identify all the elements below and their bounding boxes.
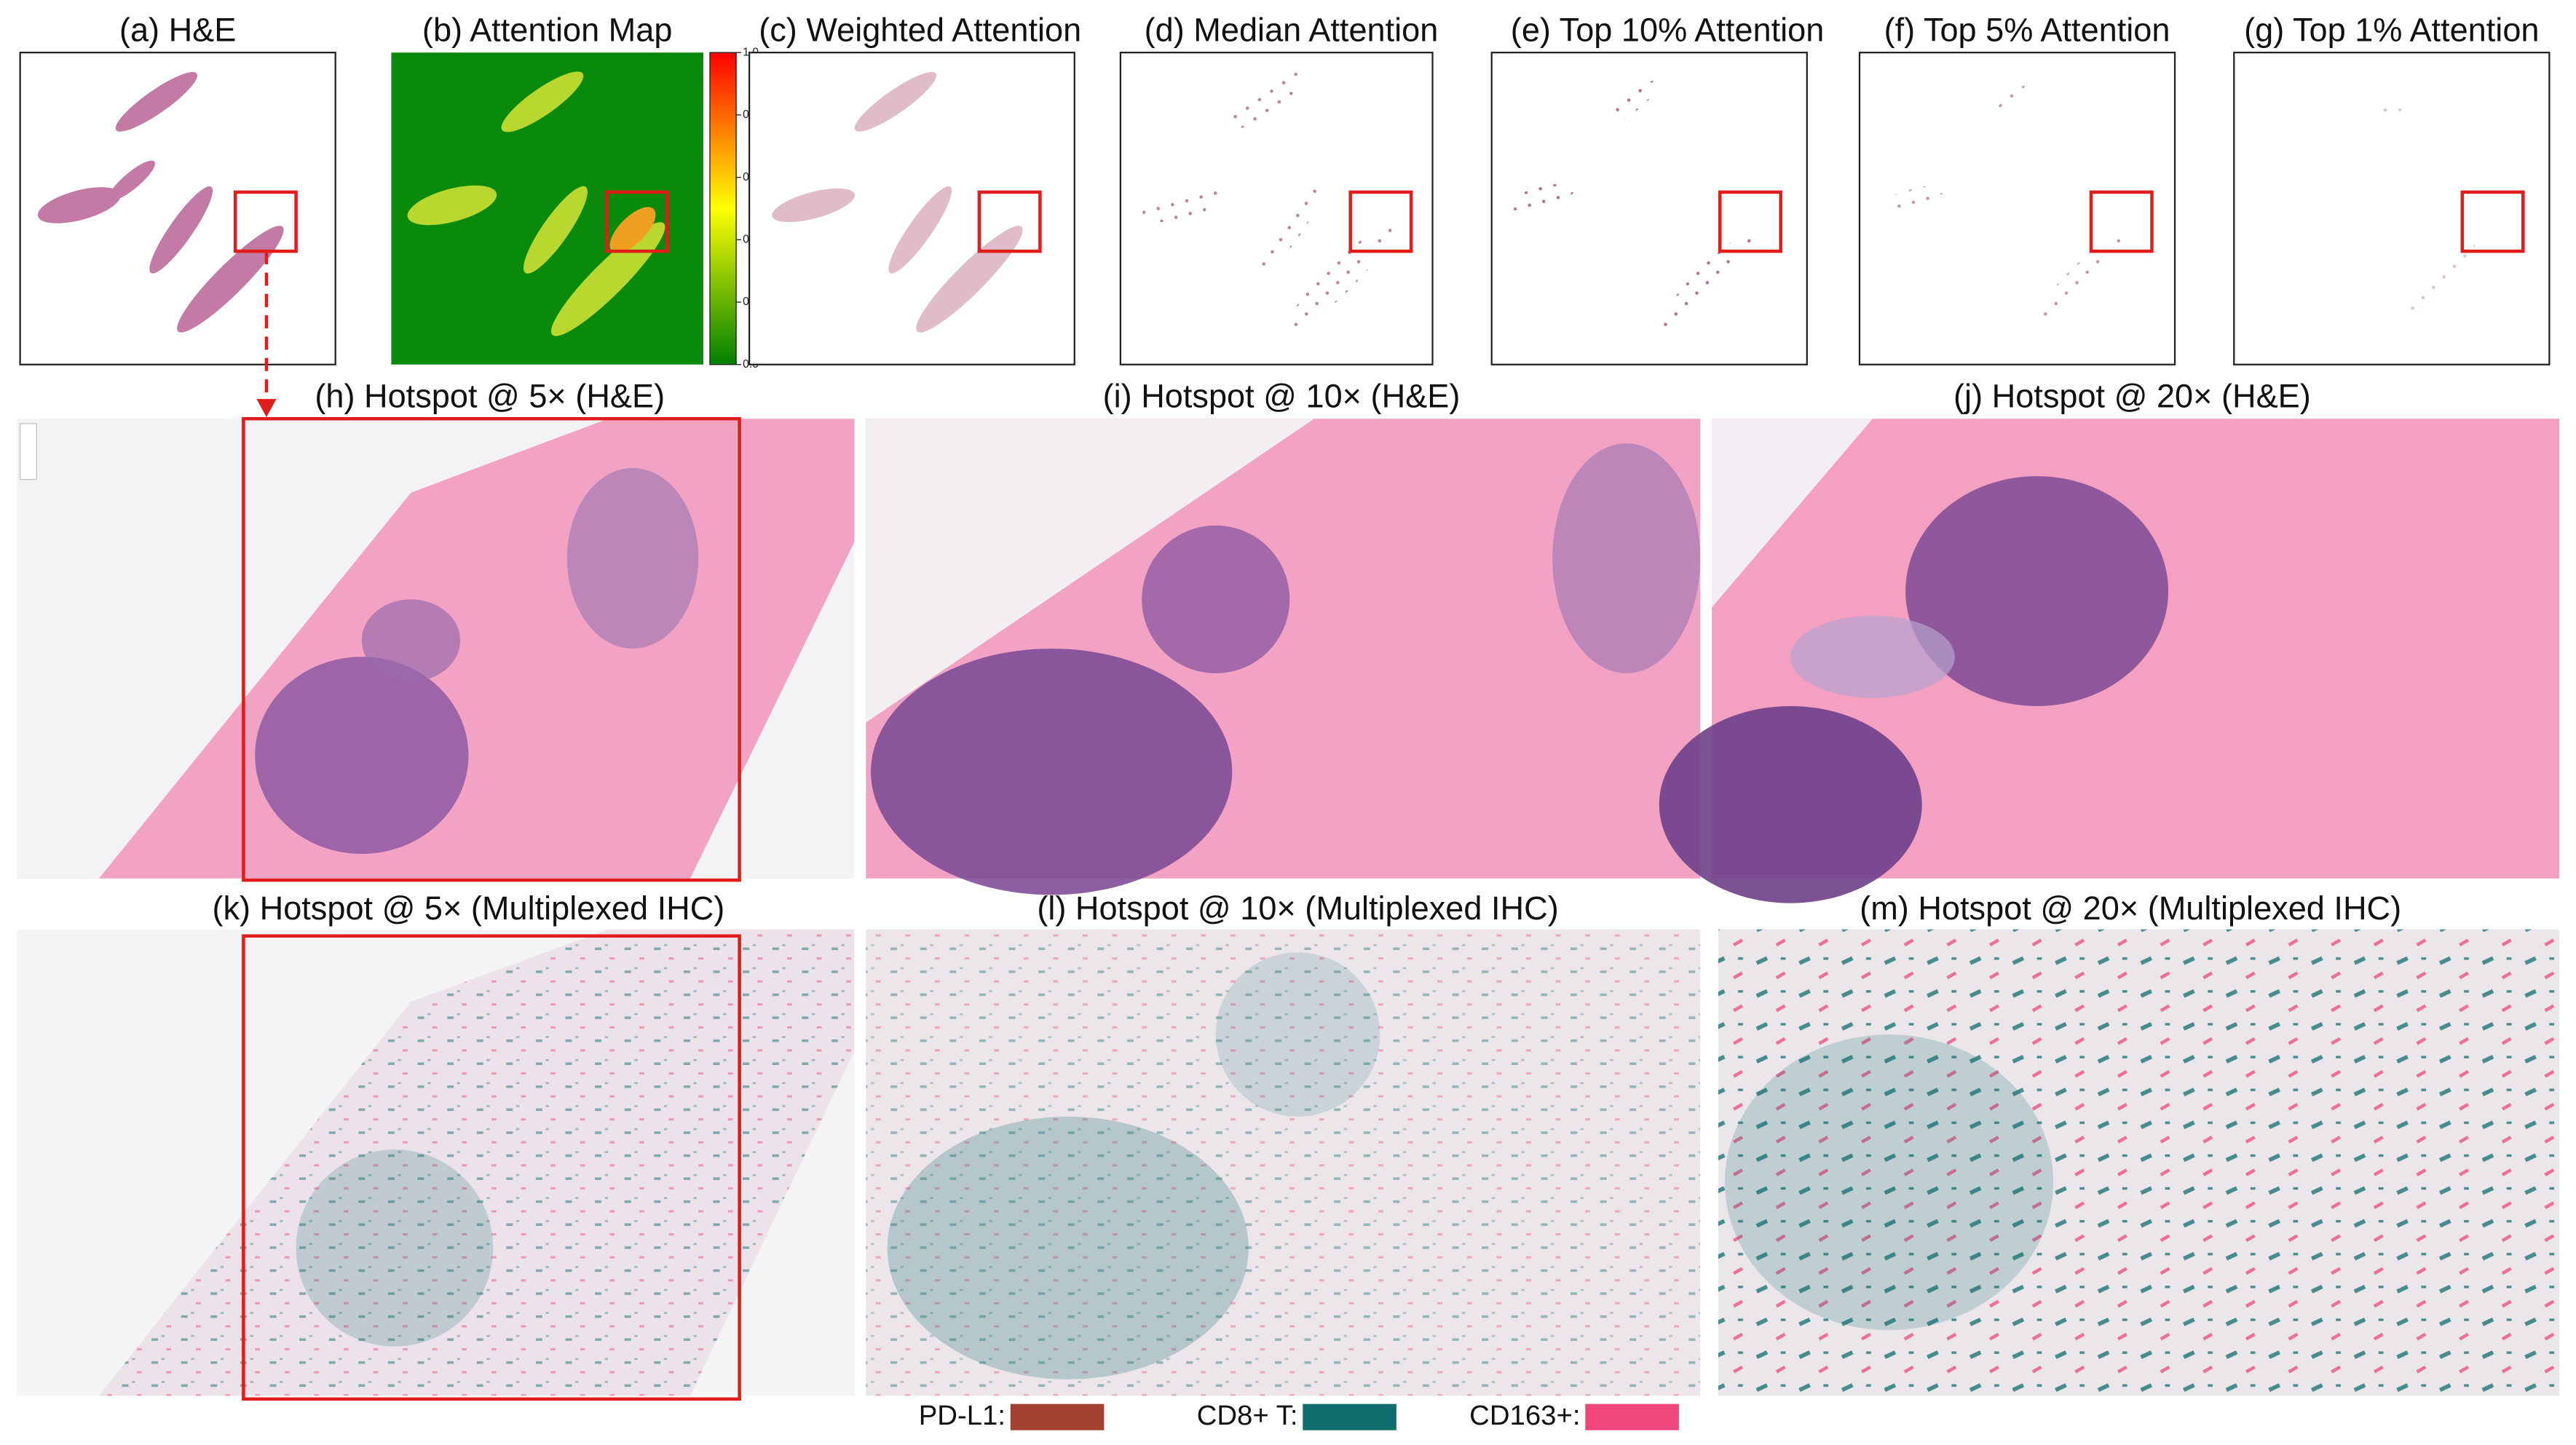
ihc-10x-image xyxy=(866,929,1701,1396)
panel-title: (j) Hotspot @ 20× (H&E) xyxy=(1953,377,2311,414)
he-thumbnail xyxy=(19,52,336,365)
top1-attention xyxy=(2233,52,2551,365)
legend: PD-L1: CD8+ T: CD163+: xyxy=(919,1400,1679,1431)
he-20x-image xyxy=(1659,419,2559,903)
panel-title: (f) Top 5% Attention xyxy=(1884,11,2170,48)
top5-attention xyxy=(1858,52,2176,365)
legend-label: CD163+: xyxy=(1469,1400,1580,1431)
legend-swatch xyxy=(1010,1404,1105,1430)
he-5x-image xyxy=(17,416,855,882)
legend-label: CD8+ T: xyxy=(1197,1400,1298,1431)
panel-title: (c) Weighted Attention xyxy=(759,11,1081,48)
ihc-20x-image xyxy=(1718,929,2559,1396)
panel-title: (d) Median Attention xyxy=(1145,11,1439,48)
ihc-5x-image xyxy=(17,929,855,1401)
panel-title: (k) Hotspot @ 5× (Multiplexed IHC) xyxy=(212,890,724,927)
he-10x-image xyxy=(866,419,1701,895)
top10-attention xyxy=(1490,52,1808,365)
median-attention xyxy=(1119,52,1434,365)
panel-title: (h) Hotspot @ 5× (H&E) xyxy=(315,377,665,414)
panel-title: (e) Top 10% Attention xyxy=(1511,11,1825,48)
panel-title: (b) Attention Map xyxy=(422,11,673,48)
arrow-head xyxy=(256,399,277,417)
panel-title: (l) Hotspot @ 10× (Multiplexed IHC) xyxy=(1037,890,1558,927)
legend-swatch xyxy=(1585,1404,1679,1430)
panel-title: (m) Hotspot @ 20× (Multiplexed IHC) xyxy=(1860,890,2401,927)
legend-swatch xyxy=(1303,1404,1396,1430)
weighted-attention xyxy=(748,52,1075,365)
panel-title: (a) H&E xyxy=(119,11,236,48)
panel-title: (g) Top 1% Attention xyxy=(2244,11,2539,48)
attention-map xyxy=(391,52,703,365)
legend-label: PD-L1: xyxy=(919,1400,1005,1431)
panel-title: (i) Hotspot @ 10× (H&E) xyxy=(1103,377,1461,414)
